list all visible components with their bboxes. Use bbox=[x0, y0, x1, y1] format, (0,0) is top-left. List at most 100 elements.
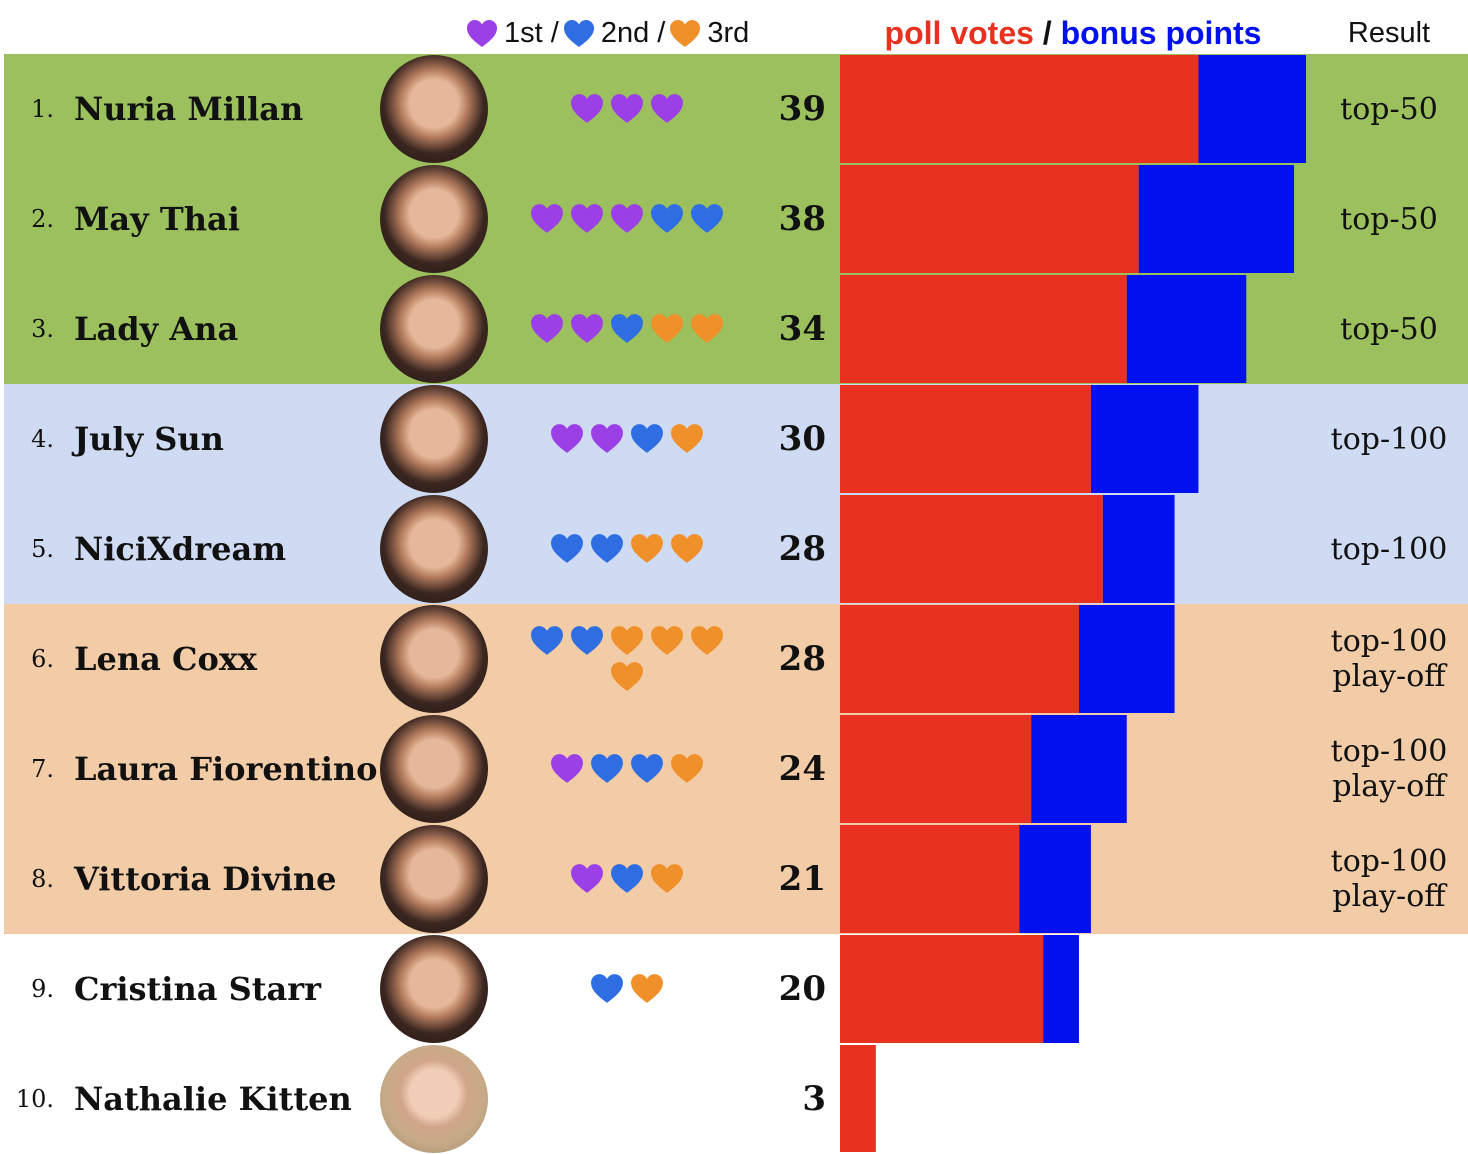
legend-third-label: 3rd bbox=[707, 17, 750, 49]
rank-number: 9. bbox=[31, 975, 54, 1003]
rank-number: 1. bbox=[31, 95, 54, 123]
avatar bbox=[380, 55, 488, 163]
heart-medals bbox=[514, 494, 739, 604]
orange-heart-icon bbox=[630, 974, 663, 1003]
poll-votes-bar bbox=[840, 165, 1139, 273]
bonus-points-bar bbox=[1198, 55, 1306, 163]
result-line: top-100 bbox=[1330, 734, 1448, 769]
result-label: top-50 bbox=[1310, 54, 1468, 164]
purple-heart-icon bbox=[550, 424, 583, 453]
bonus-points-bar bbox=[1043, 935, 1079, 1043]
result-line: top-100 bbox=[1330, 531, 1448, 567]
result-line: top-50 bbox=[1340, 311, 1438, 347]
avatar bbox=[380, 165, 488, 273]
blue-heart-icon bbox=[550, 534, 583, 563]
rank-number: 8. bbox=[31, 865, 54, 893]
legend-slash: / bbox=[550, 17, 559, 49]
total-points: 24 bbox=[778, 749, 826, 789]
result-line: top-100 bbox=[1330, 624, 1448, 659]
avatar bbox=[380, 605, 488, 713]
bonus-points-bar bbox=[1138, 165, 1295, 273]
heart-medals bbox=[514, 604, 739, 714]
avatar bbox=[380, 275, 488, 383]
performer-name: Lena Coxx bbox=[74, 640, 257, 678]
result-label: top-50 bbox=[1310, 164, 1468, 274]
performer-name: NiciXdream bbox=[74, 530, 287, 568]
table-row: 9. Cristina Starr 20 bbox=[4, 934, 1468, 1044]
blue-heart-icon bbox=[690, 204, 723, 233]
blue-heart-icon bbox=[610, 864, 643, 893]
bonus-points-bar bbox=[1019, 825, 1091, 933]
blue-heart-icon bbox=[650, 204, 683, 233]
avatar bbox=[380, 495, 488, 603]
blue-heart-icon bbox=[610, 314, 643, 343]
heart-medals bbox=[514, 384, 739, 494]
performer-name: May Thai bbox=[74, 200, 240, 238]
total-points: 21 bbox=[778, 859, 826, 899]
result-line: top-50 bbox=[1340, 91, 1438, 127]
rank-number: 5. bbox=[31, 535, 54, 563]
rank-number: 2. bbox=[31, 205, 54, 233]
blue-heart-icon bbox=[590, 974, 623, 1003]
performer-name: July Sun bbox=[74, 420, 224, 458]
legend-slash: / bbox=[1042, 15, 1052, 51]
rank-number: 6. bbox=[31, 645, 54, 673]
performer-name: Vittoria Divine bbox=[74, 860, 337, 898]
blue-heart-icon bbox=[630, 754, 663, 783]
performer-name: Nuria Millan bbox=[74, 90, 304, 128]
purple-heart-icon bbox=[570, 314, 603, 343]
blue-heart-icon bbox=[590, 754, 623, 783]
table-row: 8. Vittoria Divine 21 top-100 play-off bbox=[4, 824, 1468, 934]
result-label: top-100 play-off bbox=[1310, 824, 1468, 934]
result-label: top-100 play-off bbox=[1310, 714, 1468, 824]
orange-heart-icon bbox=[670, 754, 703, 783]
orange-heart-icon bbox=[630, 534, 663, 563]
performer-name: Nathalie Kitten bbox=[74, 1080, 352, 1118]
poll-votes-bar bbox=[840, 825, 1020, 933]
legend-bonus-points: bonus points bbox=[1060, 15, 1262, 51]
table-row: 10. Nathalie Kitten 3 bbox=[4, 1044, 1468, 1154]
table-row: 6. Lena Coxx 28 top-100 play-off bbox=[4, 604, 1468, 714]
orange-heart-icon bbox=[690, 626, 723, 655]
purple-heart-icon bbox=[610, 94, 643, 123]
orange-heart-icon bbox=[610, 662, 643, 691]
result-column-header: Result bbox=[1347, 17, 1431, 49]
orange-heart-icon bbox=[670, 534, 703, 563]
heart-medals bbox=[514, 934, 739, 1044]
orange-heart-icon bbox=[650, 626, 683, 655]
total-points: 30 bbox=[778, 419, 826, 459]
result-line: top-50 bbox=[1340, 201, 1438, 237]
heart-medals bbox=[514, 274, 739, 384]
heart-medals bbox=[514, 54, 739, 164]
blue-heart-icon bbox=[563, 20, 594, 48]
heart-medals bbox=[514, 164, 739, 274]
poll-votes-bar bbox=[840, 385, 1091, 493]
heart-medals bbox=[514, 714, 739, 824]
legend-poll-votes: poll votes bbox=[884, 15, 1034, 51]
performer-name: Lady Ana bbox=[74, 310, 239, 348]
orange-heart-icon bbox=[610, 626, 643, 655]
orange-heart-icon bbox=[650, 864, 683, 893]
avatar bbox=[380, 1045, 488, 1153]
legend-first-label: 1st bbox=[504, 17, 543, 49]
legend-bars: poll votes / bonus points bbox=[840, 0, 1306, 54]
table-row: 4. July Sun 30 top-100 bbox=[4, 384, 1468, 494]
rank-number: 4. bbox=[31, 425, 54, 453]
purple-heart-icon bbox=[570, 864, 603, 893]
result-line: play-off bbox=[1332, 879, 1446, 914]
purple-heart-icon bbox=[570, 204, 603, 233]
purple-heart-icon bbox=[530, 314, 563, 343]
poll-votes-bar bbox=[840, 605, 1079, 713]
total-points: 3 bbox=[802, 1079, 826, 1119]
poll-votes-bar bbox=[840, 715, 1032, 823]
blue-heart-icon bbox=[590, 534, 623, 563]
poll-votes-bar bbox=[840, 275, 1127, 383]
orange-heart-icon bbox=[690, 314, 723, 343]
purple-heart-icon bbox=[467, 20, 497, 48]
result-line: play-off bbox=[1332, 769, 1446, 804]
purple-heart-icon bbox=[610, 204, 643, 233]
result-label: top-100 play-off bbox=[1310, 604, 1468, 714]
blue-heart-icon bbox=[570, 626, 603, 655]
rank-number: 3. bbox=[31, 315, 54, 343]
result-line: top-100 bbox=[1330, 421, 1448, 457]
